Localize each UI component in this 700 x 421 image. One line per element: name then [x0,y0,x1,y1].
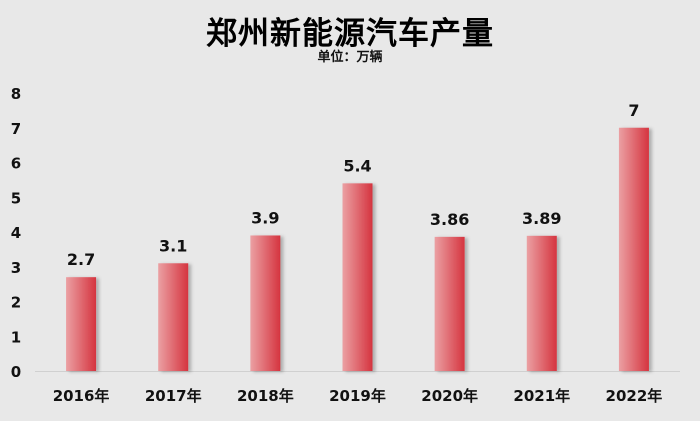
x-tick-label: 2016年 [53,387,110,405]
x-tick-label: 2018年 [237,387,294,405]
bar [158,263,189,371]
data-label: 5.4 [343,156,371,175]
y-tick-label: 5 [11,189,21,207]
chart-title: 郑州新能源汽车产量 [206,16,494,52]
chart-subtitle: 单位：万辆 [317,50,383,65]
data-label: 3.9 [251,208,279,227]
x-tick-label: 2019年 [329,387,386,405]
data-label: 7 [628,101,639,120]
y-tick-label: 8 [11,85,21,103]
bar [250,235,281,371]
y-tick-label: 4 [11,224,21,242]
y-tick-label: 3 [11,259,21,277]
y-tick-label: 0 [11,363,21,381]
data-label: 3.89 [522,209,561,228]
bar [342,183,373,371]
y-tick-label: 2 [11,294,21,312]
data-label: 3.1 [159,236,187,255]
x-tick-label: 2017年 [145,387,202,405]
x-tick-label: 2020年 [421,387,478,405]
bar [434,236,465,371]
y-tick-label: 1 [11,328,21,346]
bar [66,277,97,371]
data-label: 3.86 [430,210,469,229]
x-tick-label: 2022年 [606,387,663,405]
x-tick-label: 2021年 [513,387,570,405]
bar [618,127,649,371]
y-tick-label: 6 [11,155,21,173]
y-tick-label: 7 [11,120,21,138]
bar [526,235,557,371]
data-label: 2.7 [67,250,95,269]
